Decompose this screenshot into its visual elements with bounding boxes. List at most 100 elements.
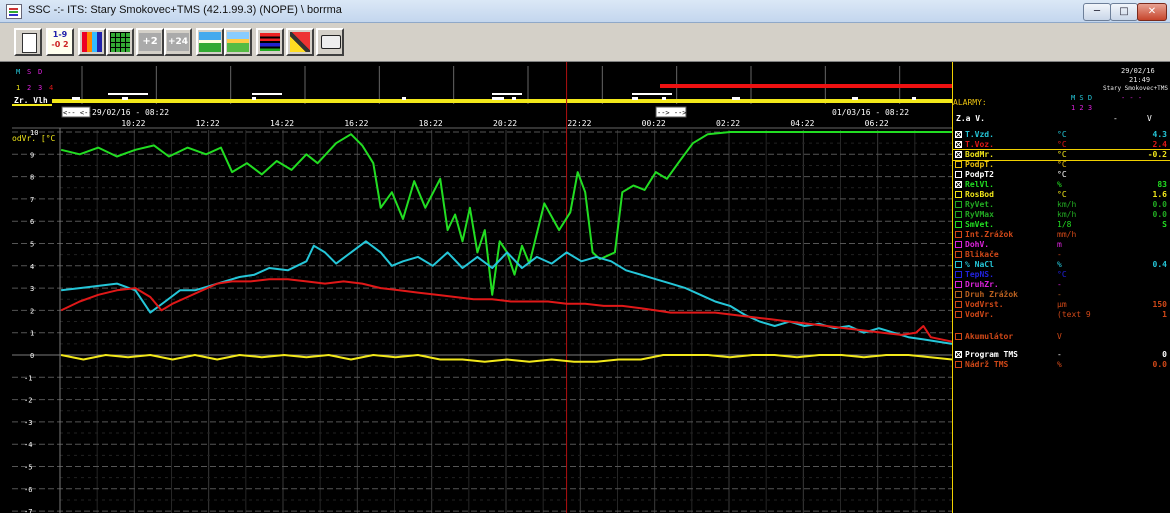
row-value: -0.2 — [1147, 150, 1167, 159]
checkbox-checked-icon[interactable] — [955, 151, 962, 158]
y-tick-label: 0 — [30, 352, 34, 360]
print-button[interactable] — [316, 28, 344, 56]
panel-row[interactable]: PodpT. °C — [953, 160, 1170, 170]
status-mark — [852, 97, 858, 100]
row-label: RelVl. — [965, 180, 994, 189]
row-unit: - — [1057, 350, 1062, 359]
checkbox-icon[interactable] — [955, 221, 962, 228]
status-mark — [402, 97, 406, 100]
checkbox-icon[interactable] — [955, 301, 962, 308]
panel-row[interactable]: T.Vzd. °C 4.3 — [953, 130, 1170, 140]
panel-row[interactable]: % NaCl% 0.4 — [953, 260, 1170, 270]
panel-row[interactable]: RyVMax km/h 0.0 — [953, 210, 1170, 220]
app-icon[interactable] — [6, 4, 22, 19]
maximize-button[interactable]: □ — [1110, 3, 1138, 21]
checkbox-checked-icon[interactable] — [955, 181, 962, 188]
landscape2-button[interactable] — [224, 28, 252, 56]
row-label: TepNS. — [965, 270, 994, 279]
panel-row[interactable]: RelVl.% 83 — [953, 180, 1170, 190]
chart-area[interactable]: M S D 1 2 3 4 Zr. Vlh <-- <-- 29/02/16 - 08:22 -->… — [12, 62, 952, 513]
y-tick-label: -4 — [24, 441, 32, 449]
row-label: RyVet. — [965, 200, 994, 209]
checkbox-icon[interactable] — [955, 171, 962, 178]
checkbox-icon[interactable] — [955, 251, 962, 258]
close-button[interactable]: ✕ — [1137, 3, 1167, 21]
checkbox-icon[interactable] — [955, 211, 962, 218]
minimize-button[interactable]: ─ — [1083, 3, 1111, 21]
row-value: 0.0 — [1152, 360, 1167, 369]
panel-row[interactable]: VodVr. (text 9 1 — [953, 310, 1170, 320]
panel-row[interactable]: DruhZr. - — [953, 280, 1170, 290]
row-value: 0 — [1162, 350, 1167, 359]
row-unit: km/h — [1057, 200, 1077, 209]
checkbox-icon[interactable] — [955, 291, 962, 298]
bars-button[interactable] — [256, 28, 284, 56]
checkbox-icon[interactable] — [955, 231, 962, 238]
row-label: BodMr. — [965, 150, 994, 159]
y-tick-label: -1 — [24, 374, 32, 382]
grid-button[interactable] — [106, 28, 134, 56]
y-tick-label: 3 — [30, 285, 34, 293]
values-button[interactable]: 1-9 -0 2 — [46, 28, 74, 56]
checkbox-icon[interactable] — [955, 361, 962, 368]
panel-row[interactable]: RosBod °C 1.6 — [953, 190, 1170, 200]
row-label: DohV. — [965, 240, 990, 249]
panel-row[interactable]: RyVet. km/h 0.0 — [953, 200, 1170, 210]
title-bar[interactable]: SSC -:- ITS: Stary Smokovec+TMS (42.1.99… — [0, 0, 1170, 23]
panel-row[interactable]: DohV. m — [953, 240, 1170, 250]
panel-row[interactable]: TepNS. °C — [953, 270, 1170, 280]
level-digit: 1 — [16, 84, 20, 92]
checkbox-icon[interactable] — [955, 191, 962, 198]
row-value: 150 — [1152, 300, 1167, 309]
x-tick-label: 06:22 — [865, 119, 889, 128]
checkbox-icon[interactable] — [955, 311, 962, 318]
panel-row[interactable]: PodpT2 °C — [953, 170, 1170, 180]
panel-row[interactable]: VodVrst. µm 150 — [953, 300, 1170, 310]
plus2-button[interactable]: +2 — [136, 28, 164, 56]
level-digit: 3 — [38, 84, 42, 92]
checkbox-icon[interactable] — [955, 281, 962, 288]
panel-row[interactable]: Druh Zrážok - — [953, 290, 1170, 300]
nav-back-button — [61, 106, 91, 118]
status-gap — [492, 93, 522, 95]
row-value: 2.4 — [1152, 140, 1167, 149]
panel-row[interactable]: Int.Zrážok mm/h — [953, 230, 1170, 240]
left-margin — [0, 62, 12, 513]
checkbox-icon[interactable] — [955, 241, 962, 248]
panel-row[interactable]: Program TMS - 0 — [953, 350, 1170, 360]
row-label: SmVet. — [965, 220, 994, 229]
panel-row[interactable]: SmVet. 1/8 S — [953, 220, 1170, 230]
row-unit: % — [1057, 260, 1062, 269]
y-tick-label: 1 — [30, 330, 34, 338]
new-page-button[interactable] — [14, 28, 42, 56]
checkbox-icon[interactable] — [955, 271, 962, 278]
panel-row[interactable]: T.Voz. °C 2.4 — [953, 140, 1170, 150]
panel-row[interactable]: Blikače - — [953, 250, 1170, 260]
checkbox-icon[interactable] — [955, 333, 962, 340]
nav-back-label: <-- <-- — [63, 109, 93, 117]
row-unit: °C — [1057, 190, 1067, 199]
panel-row[interactable]: Akumulátor V — [953, 332, 1170, 342]
y-tick-label: 5 — [30, 241, 34, 249]
row-label-underline — [12, 104, 52, 106]
colors-button[interactable] — [78, 28, 106, 56]
landscape-button[interactable] — [196, 28, 224, 56]
checkbox-icon[interactable] — [955, 161, 962, 168]
checkbox-icon[interactable] — [955, 201, 962, 208]
toolbar: 1-9 -0 2 +2 +24 — [0, 23, 1170, 62]
window-title: SSC -:- ITS: Stary Smokovec+TMS (42.1.99… — [28, 4, 342, 16]
checkbox-checked-icon[interactable] — [955, 141, 962, 148]
plus24-button[interactable]: +24 — [164, 28, 192, 56]
series-line-4 — [60, 354, 952, 363]
series-line-1 — [60, 131, 952, 296]
tools-button[interactable] — [286, 28, 314, 56]
status-gap — [108, 93, 148, 95]
checkbox-checked-icon[interactable] — [955, 131, 962, 138]
panel-row[interactable]: Nádrž TMS% 0.0 — [953, 360, 1170, 370]
row-label: RyVMax — [965, 210, 994, 219]
checkbox-checked-icon[interactable] — [955, 351, 962, 358]
panel-row[interactable]: BodMr. °C -0.2 — [952, 149, 1170, 161]
checkbox-icon[interactable] — [955, 261, 962, 268]
row-unit: - — [1057, 250, 1062, 259]
chart-svg[interactable]: M S D1 2 3 4Zr. Vlh<-- <-- 29/02/16 - 08:22 -->… — [12, 62, 952, 513]
